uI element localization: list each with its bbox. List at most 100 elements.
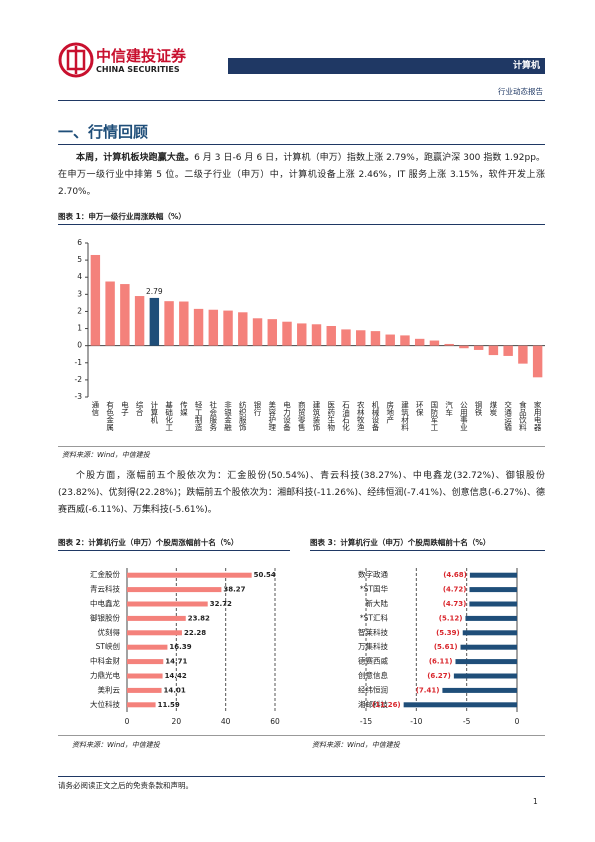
x-tick-label: -5 [463, 717, 471, 726]
bar [120, 284, 130, 346]
data-label: 16.39 [169, 643, 191, 651]
bar [282, 321, 292, 346]
y-tick-label: 中科金财 [90, 656, 120, 666]
x-tick-label: -15 [360, 717, 372, 726]
x-tick-label: 20 [172, 717, 182, 726]
report-type: 行业动态报告 [498, 87, 543, 96]
y-tick-label: *ST国华 [360, 584, 389, 594]
data-label: 22.28 [184, 629, 206, 637]
x-tick-label: 银行 [253, 401, 262, 418]
bar [444, 343, 454, 346]
x-tick-label: 机械设备 [371, 400, 380, 433]
x-tick-label: 0 [125, 717, 130, 726]
y-tick-label: 2 [77, 306, 82, 315]
bar [127, 687, 162, 693]
paragraph: 个股方面，涨幅前五个股依次为：汇金股份(50.54%)、青云科技(38.27%)… [58, 471, 545, 515]
bar [223, 310, 233, 346]
chart: -15 -10 -5 0 数字政通 (4.68) *ST国华 (4.72) 新大陆 (4.73) *… [358, 568, 520, 726]
source: 资料来源：Wind，中信建投 [312, 741, 400, 749]
data-label: 32.72 [210, 600, 232, 608]
y-tick-label: -1 [75, 358, 83, 367]
chart: -3 -2 -1 0 1 2 3 4 5 6 通信 有色金属 电子 综合 计算机 2.79 基础化工 传媒 轻工制造… [75, 238, 545, 433]
x-tick-label: 建筑材料 [400, 400, 409, 433]
bar [105, 281, 115, 346]
y-tick-label: -2 [75, 375, 83, 384]
x-tick-label: 综合 [135, 400, 144, 418]
x-tick-label: 国防军工 [430, 401, 439, 432]
data-label: (4.73) [443, 600, 467, 608]
data-label: (5.12) [439, 614, 463, 622]
x-tick-label: 社会服务 [209, 400, 218, 433]
bar [341, 329, 351, 346]
x-tick-label: 通信 [91, 400, 100, 418]
bar [127, 572, 252, 578]
bar [252, 318, 263, 346]
y-tick-label: -3 [75, 392, 83, 401]
x-tick-label: 农林牧渔 [356, 400, 365, 432]
lead: 本周，计算机板块跑赢大盘。 [76, 153, 195, 163]
y-tick-label: 万集科技 [358, 641, 388, 651]
data-label: 23.82 [188, 614, 210, 622]
data-label: 50.54 [254, 571, 276, 579]
x-tick-label: 计算机 [150, 400, 159, 425]
bar [127, 702, 156, 708]
figure-title: 图表 2：计算机行业（申万）个股周涨幅前十名（%） [58, 537, 290, 551]
bar [179, 301, 189, 346]
y-tick-label: 1 [77, 324, 82, 333]
bar [267, 319, 277, 346]
bar [455, 659, 517, 665]
data-label: (7.41) [416, 686, 440, 694]
bar [403, 702, 517, 708]
bar [385, 334, 395, 346]
footer-rule [58, 776, 545, 777]
data-label: 2.79 [146, 287, 163, 296]
bar [311, 324, 322, 346]
x-tick-label: 环保 [415, 401, 424, 418]
y-tick-label: 3 [77, 289, 82, 298]
source: 资料来源：Wind，中信建投 [62, 451, 150, 459]
bar [532, 345, 543, 378]
bar [127, 615, 186, 621]
data-label: (6.27) [427, 672, 451, 680]
x-tick-label: 石油石化 [341, 401, 350, 433]
y-tick-label: 智莱科技 [358, 627, 388, 637]
bar [149, 297, 160, 346]
bar [469, 587, 517, 593]
y-tick-label: 汇金股份 [90, 569, 120, 579]
text: 6 月 3 日-6 月 6 日，计算机（申万）指数上涨 2.79%，跑赢沪深 3… [58, 153, 545, 197]
x-tick-label: 公用事业 [459, 401, 468, 431]
bar [465, 615, 517, 621]
y-tick-label: 中电鑫龙 [90, 598, 120, 608]
x-tick-label: 轻工制造 [194, 400, 203, 433]
bar [488, 345, 499, 356]
bar [193, 308, 204, 346]
header-rule [58, 100, 545, 101]
bar [414, 338, 425, 346]
x-tick-label: 纺织服饰 [238, 400, 247, 433]
data-label: 38.27 [223, 586, 245, 594]
x-tick-label: 食品饮料 [518, 400, 527, 433]
x-tick-label: 0 [515, 717, 520, 726]
x-tick-label: 美容护理 [268, 400, 277, 432]
bar [460, 644, 517, 650]
bar [238, 312, 248, 346]
paragraph: 本周，计算机板块跑赢大盘。6 月 3 日-6 月 6 日，计算机（申万）指数上涨… [58, 150, 545, 201]
section-rule [58, 144, 545, 145]
bar [429, 340, 440, 346]
bar [469, 601, 517, 607]
data-label: (4.72) [443, 586, 467, 594]
disclaimer: 请务必阅读正文之后的免责条款和声明。 [58, 781, 193, 790]
x-tick-label: 40 [221, 717, 231, 726]
bar [208, 309, 219, 346]
data-label: (5.61) [434, 643, 458, 651]
y-tick-label: 6 [77, 238, 82, 247]
y-tick-label: 经纬恒润 [358, 684, 388, 694]
x-tick-label: 交通运输 [503, 400, 512, 433]
data-label: 14.01 [164, 686, 186, 694]
bar [326, 325, 336, 346]
bar [370, 331, 381, 346]
y-tick-label: 美利云 [98, 684, 121, 694]
data-label: (6.11) [429, 658, 453, 666]
bar [164, 301, 174, 346]
